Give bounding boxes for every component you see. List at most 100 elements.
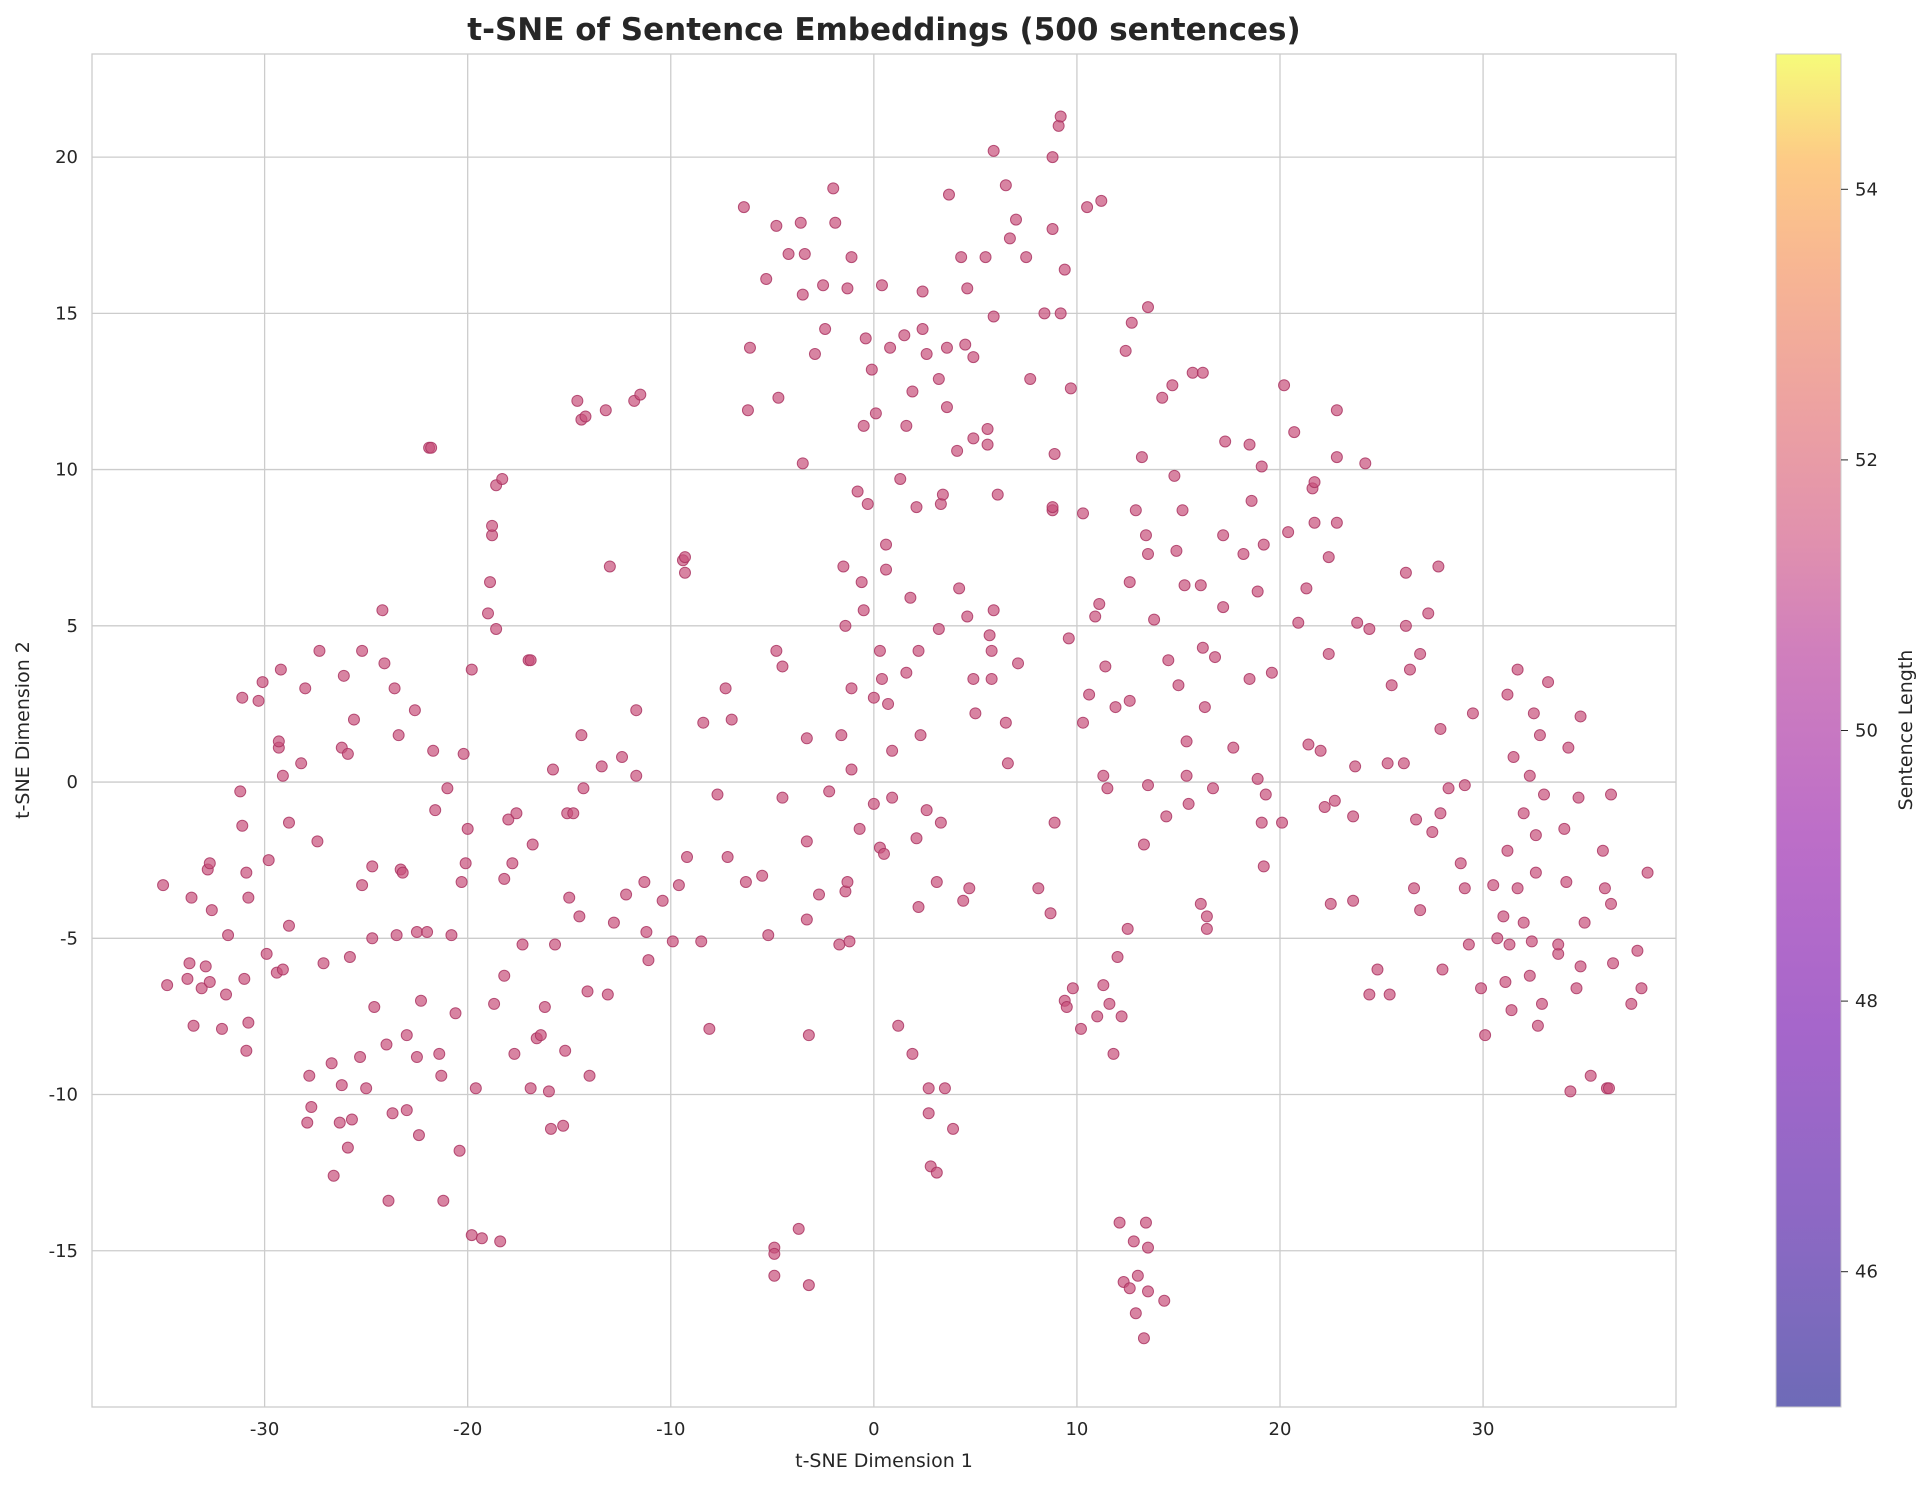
scatter-point — [1383, 988, 1396, 1001]
scatter-point — [1322, 647, 1335, 660]
scatter-point — [886, 791, 899, 804]
scatter-point — [1314, 744, 1327, 757]
scatter-point — [768, 1269, 781, 1282]
scatter-point — [1570, 982, 1583, 995]
scatter-point — [1066, 982, 1079, 995]
y-tick-label: 15 — [55, 303, 78, 324]
scatter-point — [1054, 307, 1067, 320]
scatter-point — [1426, 826, 1439, 839]
scatter-point — [343, 951, 356, 964]
scatter-point — [1251, 772, 1264, 785]
scatter-point — [1491, 932, 1504, 945]
scatter-point — [1103, 997, 1116, 1010]
scatter-point — [953, 582, 966, 595]
scatter-point — [959, 338, 972, 351]
scatter-point — [282, 816, 295, 829]
scatter-point — [800, 913, 813, 926]
scatter-point — [963, 882, 976, 895]
scatter-point — [220, 988, 233, 1001]
scatter-point — [630, 704, 643, 717]
scatter-point — [1328, 794, 1341, 807]
scatter-point — [301, 1116, 314, 1129]
scatter-point — [904, 591, 917, 604]
scatter-point — [317, 957, 330, 970]
scatter-point — [1170, 544, 1183, 557]
scatter-point — [1322, 551, 1335, 564]
scatter-point — [1458, 882, 1471, 895]
scatter-point — [490, 622, 503, 635]
scatter-point — [538, 1001, 551, 1014]
scatter-point — [932, 622, 945, 635]
scatter-point — [341, 1141, 354, 1154]
scatter-point — [203, 857, 216, 870]
scatter-point — [272, 735, 285, 748]
scatter-point — [656, 894, 669, 907]
scatter-point — [1598, 882, 1611, 895]
scatter-point — [583, 1069, 596, 1082]
scatter-point — [843, 935, 856, 948]
scatter-point — [1109, 701, 1122, 714]
scatter-point — [386, 1107, 399, 1120]
scatter-point — [242, 891, 255, 904]
scatter-point — [999, 179, 1012, 192]
scatter-point — [695, 935, 708, 948]
scatter-point — [449, 1007, 462, 1020]
scatter-point — [1505, 1004, 1518, 1017]
scatter-point — [1046, 151, 1059, 164]
scatter-point — [335, 1079, 348, 1092]
scatter-point — [1176, 504, 1189, 517]
scatter-point — [1399, 566, 1412, 579]
scatter-point — [835, 729, 848, 742]
colorbar-tick-label: 48 — [1855, 991, 1878, 1012]
y-axis-label: t-SNE Dimension 2 — [12, 641, 34, 819]
scatter-point — [873, 644, 886, 657]
scatter-point — [368, 1001, 381, 1014]
scatter-point — [999, 716, 1012, 729]
scatter-point — [1032, 882, 1045, 895]
x-tick-label: 20 — [1269, 1419, 1292, 1440]
scatter-point — [1217, 529, 1230, 542]
scatter-point — [711, 788, 724, 801]
scatter-point — [1466, 707, 1479, 720]
scatter-point — [792, 1222, 805, 1235]
scatter-point — [1359, 457, 1372, 470]
scatter-point — [1097, 769, 1110, 782]
scatter-point — [1479, 1029, 1492, 1042]
scatter-point — [1351, 616, 1364, 629]
scatter-point — [1038, 307, 1051, 320]
scatter-point — [1142, 301, 1154, 314]
scatter-point — [1200, 922, 1213, 935]
scatter-point — [798, 247, 811, 260]
x-tick-label: -10 — [656, 1419, 685, 1440]
scatter-point — [616, 751, 629, 764]
scatter-point — [1142, 779, 1154, 792]
scatter-point — [575, 729, 588, 742]
scatter-point — [800, 835, 813, 848]
scatter-point — [1324, 897, 1337, 910]
scatter-point — [1123, 694, 1136, 707]
scatter-point — [916, 285, 929, 298]
scatter-point — [1330, 451, 1343, 464]
scatter-point — [1044, 907, 1057, 920]
scatter-point — [1562, 741, 1575, 754]
scatter-point — [1257, 860, 1270, 873]
scatter-point — [526, 838, 539, 851]
scatter-point — [1135, 451, 1148, 464]
scatter-point — [1436, 963, 1449, 976]
scatter-point — [672, 879, 685, 892]
scatter-point — [240, 866, 253, 879]
scatter-point — [1432, 560, 1445, 573]
scatter-point — [725, 713, 738, 726]
scatter-point — [961, 610, 974, 623]
scatter-point — [215, 1022, 228, 1035]
colorbar-tick-label: 52 — [1855, 450, 1878, 471]
scatter-point — [697, 716, 710, 729]
y-tick-label: -5 — [60, 928, 78, 949]
scatter-point — [1081, 201, 1094, 214]
scatter-point — [1318, 801, 1331, 814]
scatter-point — [934, 816, 947, 829]
scatter-point — [516, 938, 529, 951]
chart-title: t-SNE of Sentence Embeddings (500 senten… — [467, 12, 1300, 48]
scatter-point — [1142, 547, 1154, 560]
scatter-point — [869, 407, 882, 420]
